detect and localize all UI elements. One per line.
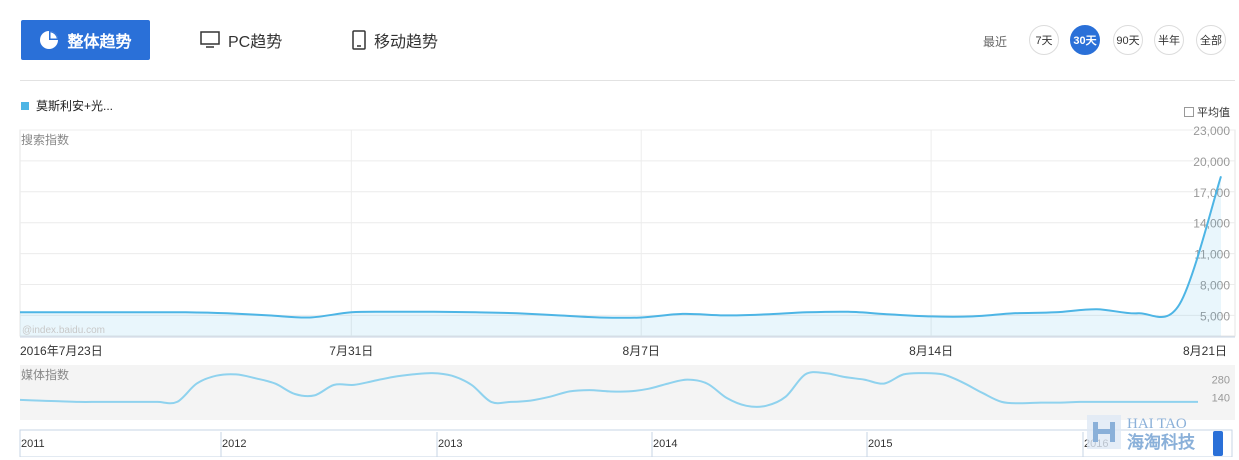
year-label: 2013 xyxy=(438,438,462,450)
media-y-tick-label: 280 xyxy=(1212,374,1230,386)
year-label: 2012 xyxy=(222,438,246,450)
x-tick-label: 7月31日 xyxy=(329,344,373,358)
media-axis-label: 媒体指数 xyxy=(21,367,69,382)
media-y-tick-label: 140 xyxy=(1212,393,1230,405)
logo-en: HAI TAO xyxy=(1127,416,1187,432)
x-tick-label: 2016年7月23日 xyxy=(20,344,103,358)
watermark-text: @index.baidu.com xyxy=(22,325,105,336)
x-tick-label: 8月14日 xyxy=(909,344,953,358)
y-tick-label: 17,000 xyxy=(1193,186,1230,200)
year-label: 2011 xyxy=(21,438,45,450)
timeline-navigator xyxy=(20,430,1232,457)
year-label: 2014 xyxy=(653,438,677,450)
year-label: 2015 xyxy=(868,438,892,450)
y-tick-label: 20,000 xyxy=(1193,155,1230,169)
media-panel-bg xyxy=(20,365,1235,420)
x-tick-label: 8月21日 xyxy=(1183,344,1227,358)
x-tick-label: 8月7日 xyxy=(623,344,660,358)
y-axis-label: 搜索指数 xyxy=(21,132,69,147)
y-tick-label: 23,000 xyxy=(1193,124,1230,138)
logo-cn: 海淘科技 xyxy=(1127,432,1196,453)
haitao-logo: HAI TAO 海淘科技 xyxy=(1087,410,1217,460)
series-line xyxy=(20,176,1221,318)
